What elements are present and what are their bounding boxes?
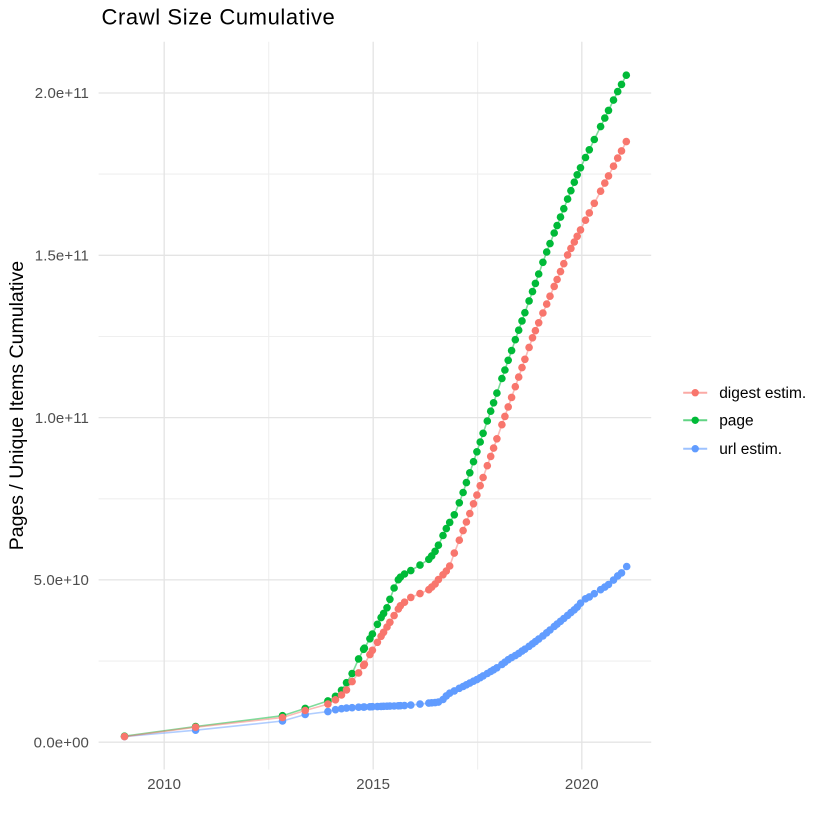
svg-text:Crawl Size Cumulative: Crawl Size Cumulative (102, 5, 336, 30)
svg-text:2010: 2010 (147, 776, 181, 793)
svg-text:5.0e+10: 5.0e+10 (34, 572, 89, 589)
svg-text:0.0e+00: 0.0e+00 (34, 734, 89, 751)
svg-text:2020: 2020 (565, 776, 599, 793)
svg-text:2.0e+11: 2.0e+11 (35, 85, 89, 102)
svg-text:Pages / Unique Items Cumulativ: Pages / Unique Items Cumulative (6, 261, 28, 550)
svg-text:2015: 2015 (356, 776, 390, 793)
svg-text:1.0e+11: 1.0e+11 (35, 410, 89, 427)
svg-text:1.5e+11: 1.5e+11 (35, 248, 89, 265)
svg-text:digest estim.: digest estim. (719, 385, 806, 402)
svg-text:url estim.: url estim. (719, 441, 782, 458)
svg-text:page: page (719, 413, 753, 430)
